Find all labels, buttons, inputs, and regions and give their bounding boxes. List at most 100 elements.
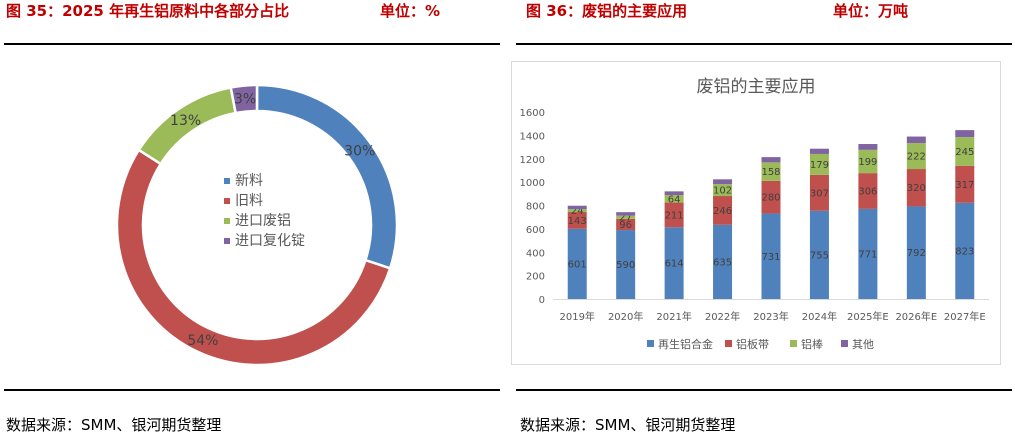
x-tick-label: 2021年 — [656, 310, 691, 323]
bar-value-label: 96 — [619, 220, 632, 231]
donut-value-label: 54% — [187, 333, 218, 349]
bar-segment-1 — [809, 210, 829, 299]
bar-segment-2 — [906, 169, 926, 207]
bar-value-label: 222 — [907, 152, 926, 163]
x-tick-label: 2024年 — [802, 310, 837, 323]
bar-segment-2 — [664, 202, 684, 228]
bar-segment-3 — [567, 209, 587, 213]
bar-segment-1 — [567, 228, 587, 299]
bar-segment-3 — [809, 153, 829, 175]
right-bottom-rule — [516, 389, 1012, 391]
bar-value-label: 614 — [665, 259, 684, 270]
x-tick-label: 2023年 — [753, 310, 788, 323]
donut-value-label: 13% — [170, 113, 201, 129]
bar-segment-2 — [761, 180, 781, 214]
donut-slice-4 — [229, 83, 259, 115]
bar-value-label: 179 — [810, 160, 829, 171]
bar-segment-2 — [858, 173, 878, 209]
bar-value-label: 27 — [619, 213, 632, 224]
bar-value-label: 246 — [713, 206, 732, 217]
chart-title: 废铝的主要应用 — [697, 77, 816, 97]
donut-legend-swatch — [224, 218, 230, 224]
bar-segment-1 — [664, 227, 684, 299]
bar-value-label: 102 — [713, 186, 732, 197]
right-top-rule — [516, 43, 1012, 45]
bar-segment-1 — [858, 208, 878, 299]
bar-value-label: 64 — [668, 194, 681, 205]
bar-segment-2 — [616, 218, 636, 231]
donut-legend-swatch — [224, 198, 230, 204]
left-bottom-rule — [4, 389, 500, 391]
bar-segment-3 — [858, 149, 878, 174]
bar-segment-4 — [616, 212, 636, 216]
bar-value-label: 143 — [568, 216, 587, 227]
bar-value-label: 792 — [907, 248, 926, 259]
bar-value-label: 320 — [907, 183, 926, 194]
bar-segment-1 — [955, 202, 975, 299]
x-tick-label: 2020年 — [608, 310, 643, 323]
right-source-note: 数据来源：SMM、银河期货整理 — [520, 416, 736, 434]
bar-segment-2 — [567, 212, 587, 229]
y-tick-label: 400 — [526, 248, 545, 259]
y-tick-label: 1600 — [520, 108, 545, 119]
bar-segment-1 — [713, 224, 733, 299]
bar-segment-4 — [906, 136, 926, 144]
bar-segment-4 — [955, 130, 975, 138]
legend-swatch — [790, 340, 797, 347]
bar-segment-3 — [761, 162, 781, 181]
x-tick-label: 2027年E — [944, 310, 986, 323]
x-tick-label: 2019年 — [559, 310, 594, 323]
bar-value-label: 317 — [955, 180, 974, 191]
bar-segment-2 — [809, 174, 829, 211]
bar-segment-1 — [616, 230, 636, 299]
y-tick-label: 1000 — [520, 178, 545, 189]
bar-value-label: 306 — [858, 187, 877, 198]
left-figure-title: 图 35：2025 年再生铝原料中各部分占比 — [6, 2, 290, 20]
donut-legend-swatch — [224, 238, 230, 244]
x-tick-label: 2026年E — [895, 310, 937, 323]
x-tick-label: 2022年 — [705, 310, 740, 323]
donut-value-label: 3% — [234, 92, 256, 108]
donut-legend-label: 新料 — [235, 173, 263, 189]
bar-value-label: 280 — [761, 193, 780, 204]
donut-value-label: 30% — [344, 143, 375, 159]
legend-label: 其他 — [852, 338, 874, 351]
legend-label: 铝棒 — [801, 337, 823, 351]
right-figure-title: 图 36：废铝的主要应用 — [526, 2, 688, 20]
left-source-note: 数据来源：SMM、银河期货整理 — [6, 416, 222, 434]
bar-segment-3 — [906, 143, 926, 170]
bar-segment-4 — [713, 179, 733, 185]
bar-segment-4 — [761, 157, 781, 163]
bar-segment-2 — [955, 165, 975, 203]
donut-legend-swatch — [224, 178, 230, 184]
bar-value-label: 24 — [571, 206, 584, 217]
y-tick-label: 1400 — [520, 131, 545, 142]
bar-value-label: 199 — [858, 157, 877, 168]
bar-segment-4 — [858, 144, 878, 150]
bar-segment-3 — [616, 215, 636, 219]
bar-value-label: 307 — [810, 188, 829, 199]
bar-value-label: 590 — [616, 260, 635, 271]
x-tick-label: 2025年E — [847, 310, 889, 323]
y-tick-label: 1200 — [520, 155, 545, 166]
bar-value-label: 731 — [761, 252, 780, 263]
donut-legend-label: 进口废铝 — [235, 213, 291, 229]
y-tick-label: 800 — [526, 202, 545, 213]
bar-segment-4 — [664, 191, 684, 196]
legend-label: 再生铝合金 — [658, 337, 713, 351]
right-figure-unit: 单位：万吨 — [833, 2, 909, 20]
bar-segment-3 — [713, 184, 733, 197]
bar-value-label: 211 — [665, 210, 684, 221]
bar-segment-2 — [713, 196, 733, 225]
bar-segment-1 — [906, 206, 926, 299]
y-tick-label: 0 — [539, 295, 545, 306]
left-top-rule — [4, 43, 500, 45]
bar-segment-1 — [761, 213, 781, 299]
left-figure-unit: 单位：% — [380, 2, 441, 20]
bar-value-label: 635 — [713, 257, 732, 268]
legend-swatch — [647, 340, 654, 347]
y-tick-label: 200 — [526, 272, 545, 283]
legend-label: 铝板带 — [736, 337, 769, 351]
donut-legend-label: 旧料 — [235, 193, 263, 209]
